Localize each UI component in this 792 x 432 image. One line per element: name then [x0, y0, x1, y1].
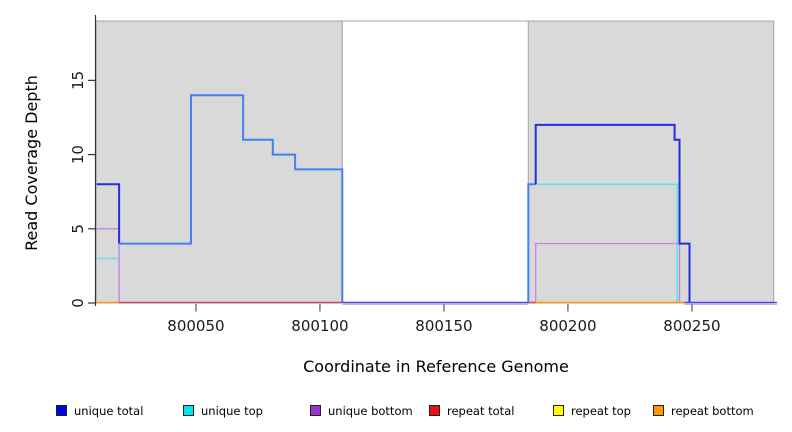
legend-label: unique top	[201, 404, 263, 418]
legend-swatch-repeat-top	[553, 405, 564, 416]
legend-label: unique total	[74, 404, 144, 418]
svg-text:0: 0	[69, 298, 87, 308]
svg-text:800050: 800050	[167, 317, 224, 335]
legend-label: repeat bottom	[671, 404, 754, 418]
svg-text:800100: 800100	[291, 317, 348, 335]
legend-item-unique-total: unique total	[56, 400, 144, 418]
legend-item-repeat-bottom: repeat bottom	[653, 400, 754, 418]
svg-text:15: 15	[69, 71, 87, 90]
x-axis-title: Coordinate in Reference Genome	[303, 357, 569, 376]
legend-swatch-repeat-bottom	[653, 405, 664, 416]
legend-label: repeat total	[447, 404, 515, 418]
svg-text:800150: 800150	[415, 317, 472, 335]
legend-swatch-repeat-total	[429, 405, 440, 416]
svg-text:800200: 800200	[539, 317, 596, 335]
legend-item-repeat-top: repeat top	[553, 400, 631, 418]
y-axis-title: Read Coverage Depth	[22, 75, 41, 251]
svg-text:800250: 800250	[663, 317, 720, 335]
legend-swatch-unique-bottom	[310, 405, 321, 416]
legend-swatch-unique-total	[56, 405, 67, 416]
legend-label: unique bottom	[328, 404, 413, 418]
legend-label: repeat top	[571, 404, 631, 418]
legend-item-unique-top: unique top	[183, 400, 263, 418]
legend-item-unique-bottom: unique bottom	[310, 400, 413, 418]
legend-item-repeat-total: repeat total	[429, 400, 515, 418]
svg-text:10: 10	[69, 145, 87, 164]
legend: unique total unique top unique bottom re…	[0, 398, 792, 420]
svg-text:5: 5	[69, 224, 87, 234]
legend-swatch-unique-top	[183, 405, 194, 416]
